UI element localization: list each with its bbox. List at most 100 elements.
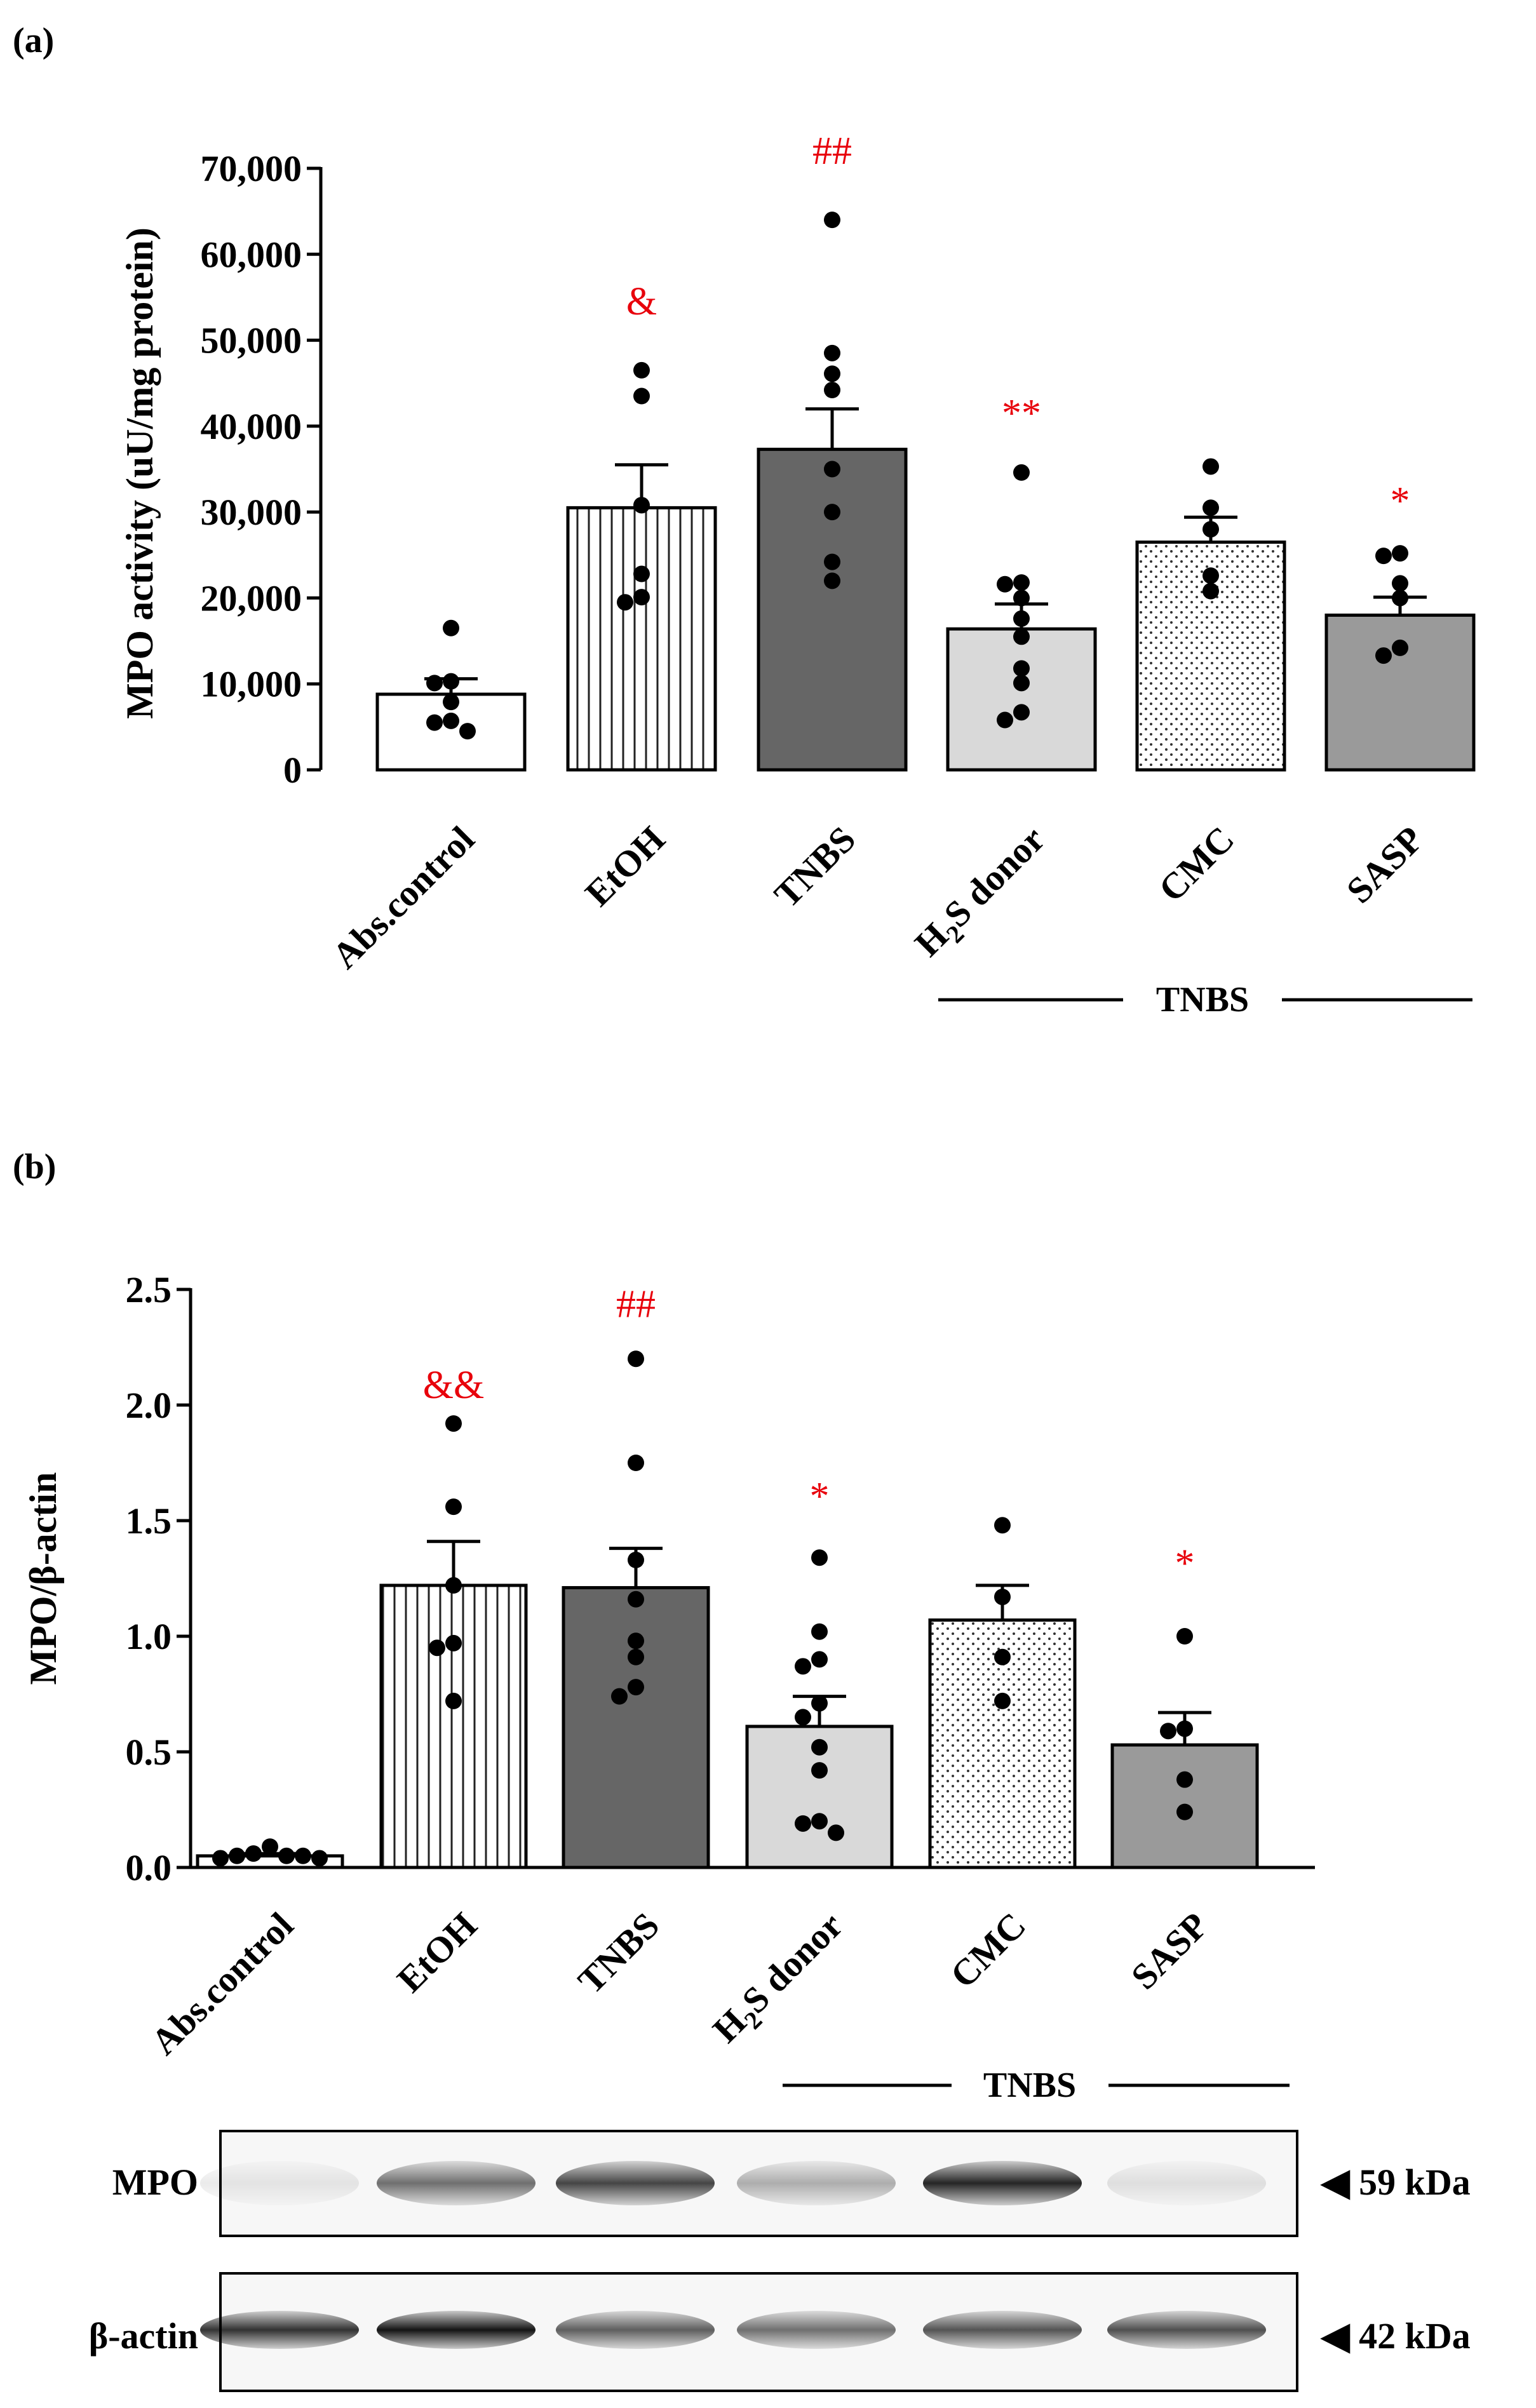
- data-point: [1375, 647, 1392, 664]
- x-tick-label-3: H2S donor: [704, 1904, 855, 2055]
- y-tick-label: 70,000: [201, 148, 302, 189]
- data-point: [628, 1591, 644, 1608]
- data-point: [262, 1838, 278, 1855]
- panel-b-points: [212, 1350, 1193, 1867]
- significance-mark-1: &&: [423, 1364, 484, 1407]
- data-point: [426, 675, 443, 692]
- data-point: [1176, 1771, 1193, 1788]
- data-point: [824, 365, 840, 382]
- data-point: [1203, 582, 1219, 600]
- x-tick-label-3: H2S donor: [906, 818, 1057, 969]
- y-tick-label: 2.5: [126, 1269, 172, 1310]
- data-point: [445, 1577, 462, 1594]
- panel-a: (a) MPO activity (uU/mg protein) 0 10,000…: [13, 21, 1476, 1019]
- data-point: [443, 712, 459, 729]
- data-point: [1375, 548, 1392, 565]
- data-point: [1392, 639, 1408, 656]
- data-point: [795, 1658, 811, 1675]
- data-point: [994, 1648, 1011, 1665]
- data-point: [811, 1762, 828, 1779]
- data-point: [295, 1847, 311, 1864]
- data-point: [1203, 499, 1219, 516]
- panel-a-ylabel: MPO activity (uU/mg protein): [119, 227, 161, 719]
- data-point: [229, 1847, 245, 1864]
- data-point: [824, 504, 840, 521]
- data-point: [628, 1350, 644, 1368]
- x-tick-label-4: CMC: [1150, 818, 1242, 910]
- y-tick-label: 1.0: [126, 1616, 172, 1657]
- panel-a-annotations: &##***: [626, 130, 1410, 523]
- data-point: [1013, 628, 1030, 645]
- data-point: [628, 1632, 644, 1650]
- data-point: [1392, 575, 1408, 592]
- data-point: [997, 575, 1013, 593]
- data-point: [1392, 589, 1408, 607]
- blot-band: [923, 2161, 1082, 2205]
- data-point: [795, 1815, 811, 1832]
- data-point: [617, 594, 633, 611]
- x-tick-label-0: Abs.control: [143, 1904, 301, 2062]
- data-point: [628, 1679, 644, 1696]
- bar-1: [566, 506, 717, 772]
- bar-5: [1324, 613, 1476, 772]
- data-point: [459, 723, 476, 740]
- x-tick-label-5: SASP: [1123, 1904, 1216, 1997]
- blot-band: [377, 2311, 536, 2349]
- data-point: [1160, 1723, 1176, 1740]
- data-point: [443, 673, 459, 690]
- data-point: [1013, 464, 1030, 481]
- data-point: [1203, 458, 1219, 475]
- panel-a-bars: [375, 407, 1476, 772]
- blot-bands-actin: [200, 2311, 1266, 2349]
- data-point: [824, 382, 840, 399]
- bar-2: [757, 447, 908, 772]
- y-tick-label: 2.0: [126, 1385, 172, 1426]
- data-point: [997, 711, 1013, 729]
- data-point: [811, 1695, 828, 1712]
- western-blot: MPO ◀ 59 kDa β-actin ◀ 42 kDa: [89, 2130, 1471, 2392]
- panel-a-label: (a): [13, 21, 54, 60]
- data-point: [1013, 675, 1030, 692]
- data-point: [994, 1589, 1011, 1606]
- data-point: [633, 387, 650, 405]
- panel-a-points: [426, 212, 1408, 740]
- data-point: [994, 1692, 1011, 1709]
- bar-2: [562, 1586, 710, 1869]
- significance-mark-2: ##: [616, 1283, 656, 1326]
- blot-band: [923, 2311, 1082, 2349]
- data-point: [811, 1623, 828, 1640]
- panel-b: (b) MPO/β-actin 0.0 0.5 1.0 1.5 2.0 2.5 && ## *…: [13, 1147, 1315, 2105]
- data-point: [1013, 589, 1030, 607]
- data-point: [445, 1415, 462, 1432]
- bar-1: [379, 1584, 528, 1869]
- panel-a-x-labels: Abs.control EtOH TNBS H2S donor CMC SASP: [324, 818, 1431, 976]
- data-point: [1392, 545, 1408, 562]
- data-point: [245, 1845, 262, 1862]
- y-tick-label: 60,000: [201, 234, 302, 275]
- data-point: [1203, 567, 1219, 584]
- data-point: [633, 565, 650, 582]
- blot-band: [1107, 2311, 1266, 2349]
- panel-b-bars: [196, 1540, 1259, 1869]
- blot-band: [556, 2311, 715, 2349]
- y-tick-label: 10,000: [201, 664, 302, 705]
- data-point: [811, 1813, 828, 1830]
- data-point: [811, 1651, 828, 1668]
- blot-bands-mpo: [200, 2161, 1266, 2205]
- data-point: [212, 1850, 229, 1867]
- y-tick-label: 20,000: [201, 577, 302, 619]
- data-point: [994, 1517, 1011, 1534]
- data-point: [633, 589, 650, 606]
- data-point: [1013, 574, 1030, 591]
- data-point: [311, 1850, 328, 1867]
- data-point: [429, 1639, 445, 1657]
- panel-b-group-label: TNBS: [983, 2066, 1076, 2105]
- x-tick-label-1: EtOH: [389, 1904, 485, 2000]
- data-point: [1013, 704, 1030, 721]
- data-point: [445, 1634, 462, 1651]
- data-point: [445, 1498, 462, 1516]
- data-point: [611, 1688, 628, 1705]
- data-point: [443, 694, 459, 711]
- y-tick-label: 0: [283, 750, 302, 791]
